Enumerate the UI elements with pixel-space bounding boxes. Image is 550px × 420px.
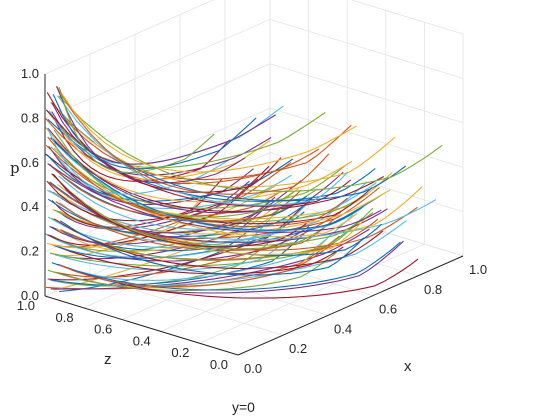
trajectory-line [51, 193, 383, 252]
tick-labels: 0.0 0.0 0.0 0.2 0.2 0.2 0.4 0.4 0.4 0.6 0.6 0.6 0.8 0… [17, 66, 487, 376]
trajectory-line [50, 173, 329, 250]
p-tick-label: 0.8 [21, 110, 39, 125]
trajectory-line [56, 237, 290, 271]
gridline-floor-z [160, 232, 386, 332]
trajectory-line [53, 211, 342, 278]
trajectory-line [46, 109, 352, 207]
trajectory-line [53, 129, 295, 218]
trajectory-line [57, 95, 349, 206]
gridline-floor-z [83, 208, 309, 309]
z-tick-label: 0.4 [133, 333, 151, 348]
trajectory-line [52, 102, 352, 181]
footer-label: y=0 [232, 399, 255, 415]
trajectory-line [56, 86, 246, 184]
trajectory-line [53, 173, 276, 234]
x-tick-label: 1.0 [469, 262, 487, 277]
p-axis-label: p [10, 159, 20, 177]
axis-line [237, 255, 464, 356]
trajectory-line [45, 109, 326, 169]
trajectory-line [51, 173, 307, 248]
z-tick-label: 0.8 [56, 310, 74, 325]
z-tick-label: 1.0 [17, 298, 35, 313]
gridline-floor-z [199, 243, 425, 344]
x-tick-label: 0.4 [334, 321, 352, 336]
z-tick-label: 0.0 [210, 357, 228, 372]
trajectory-line [59, 220, 365, 276]
gridline-p [44, 0, 464, 75]
trajectories [44, 86, 443, 299]
x-tick-label: 0.6 [379, 302, 397, 317]
z-axis-label: z [104, 351, 112, 368]
p-tick-label: 1.0 [21, 66, 39, 81]
trajectory-line [55, 201, 335, 251]
axis-line [44, 295, 239, 356]
trajectory-line [58, 87, 215, 174]
back-wall-z [45, 0, 270, 296]
trajectory-line [50, 101, 396, 188]
trajectory-line [56, 86, 358, 173]
z-tick-label: 0.6 [94, 322, 112, 337]
trajectory-line [49, 226, 310, 262]
z-tick-label: 0.2 [171, 345, 189, 360]
trajectory-line [51, 207, 374, 261]
trajectory-line [46, 127, 229, 195]
trajectory-line [57, 240, 404, 294]
trajectory-line [46, 189, 437, 241]
trajectory-line [47, 163, 382, 233]
x-axis-label: x [404, 358, 412, 375]
trajectory-line [49, 137, 363, 232]
p-tick-label: 0.2 [21, 244, 39, 259]
trajectory-line [47, 251, 338, 291]
trajectory-line [53, 218, 384, 270]
x-tick-label: 0.0 [244, 361, 262, 376]
trajectory-line [57, 258, 419, 299]
p-tick-label: 0.6 [21, 155, 39, 170]
x-tick-label: 0.2 [289, 341, 307, 356]
trajectory-line [55, 86, 330, 195]
axis-frame [44, 74, 464, 356]
p-tick-label: 0.0 [21, 288, 39, 303]
trajectory-line [52, 138, 365, 231]
trajectory-line [47, 136, 302, 222]
trajectory-line [53, 244, 344, 275]
trajectory-line [50, 102, 407, 202]
p-tick-label: 0.4 [21, 199, 39, 214]
x-tick-label: 0.8 [424, 282, 442, 297]
